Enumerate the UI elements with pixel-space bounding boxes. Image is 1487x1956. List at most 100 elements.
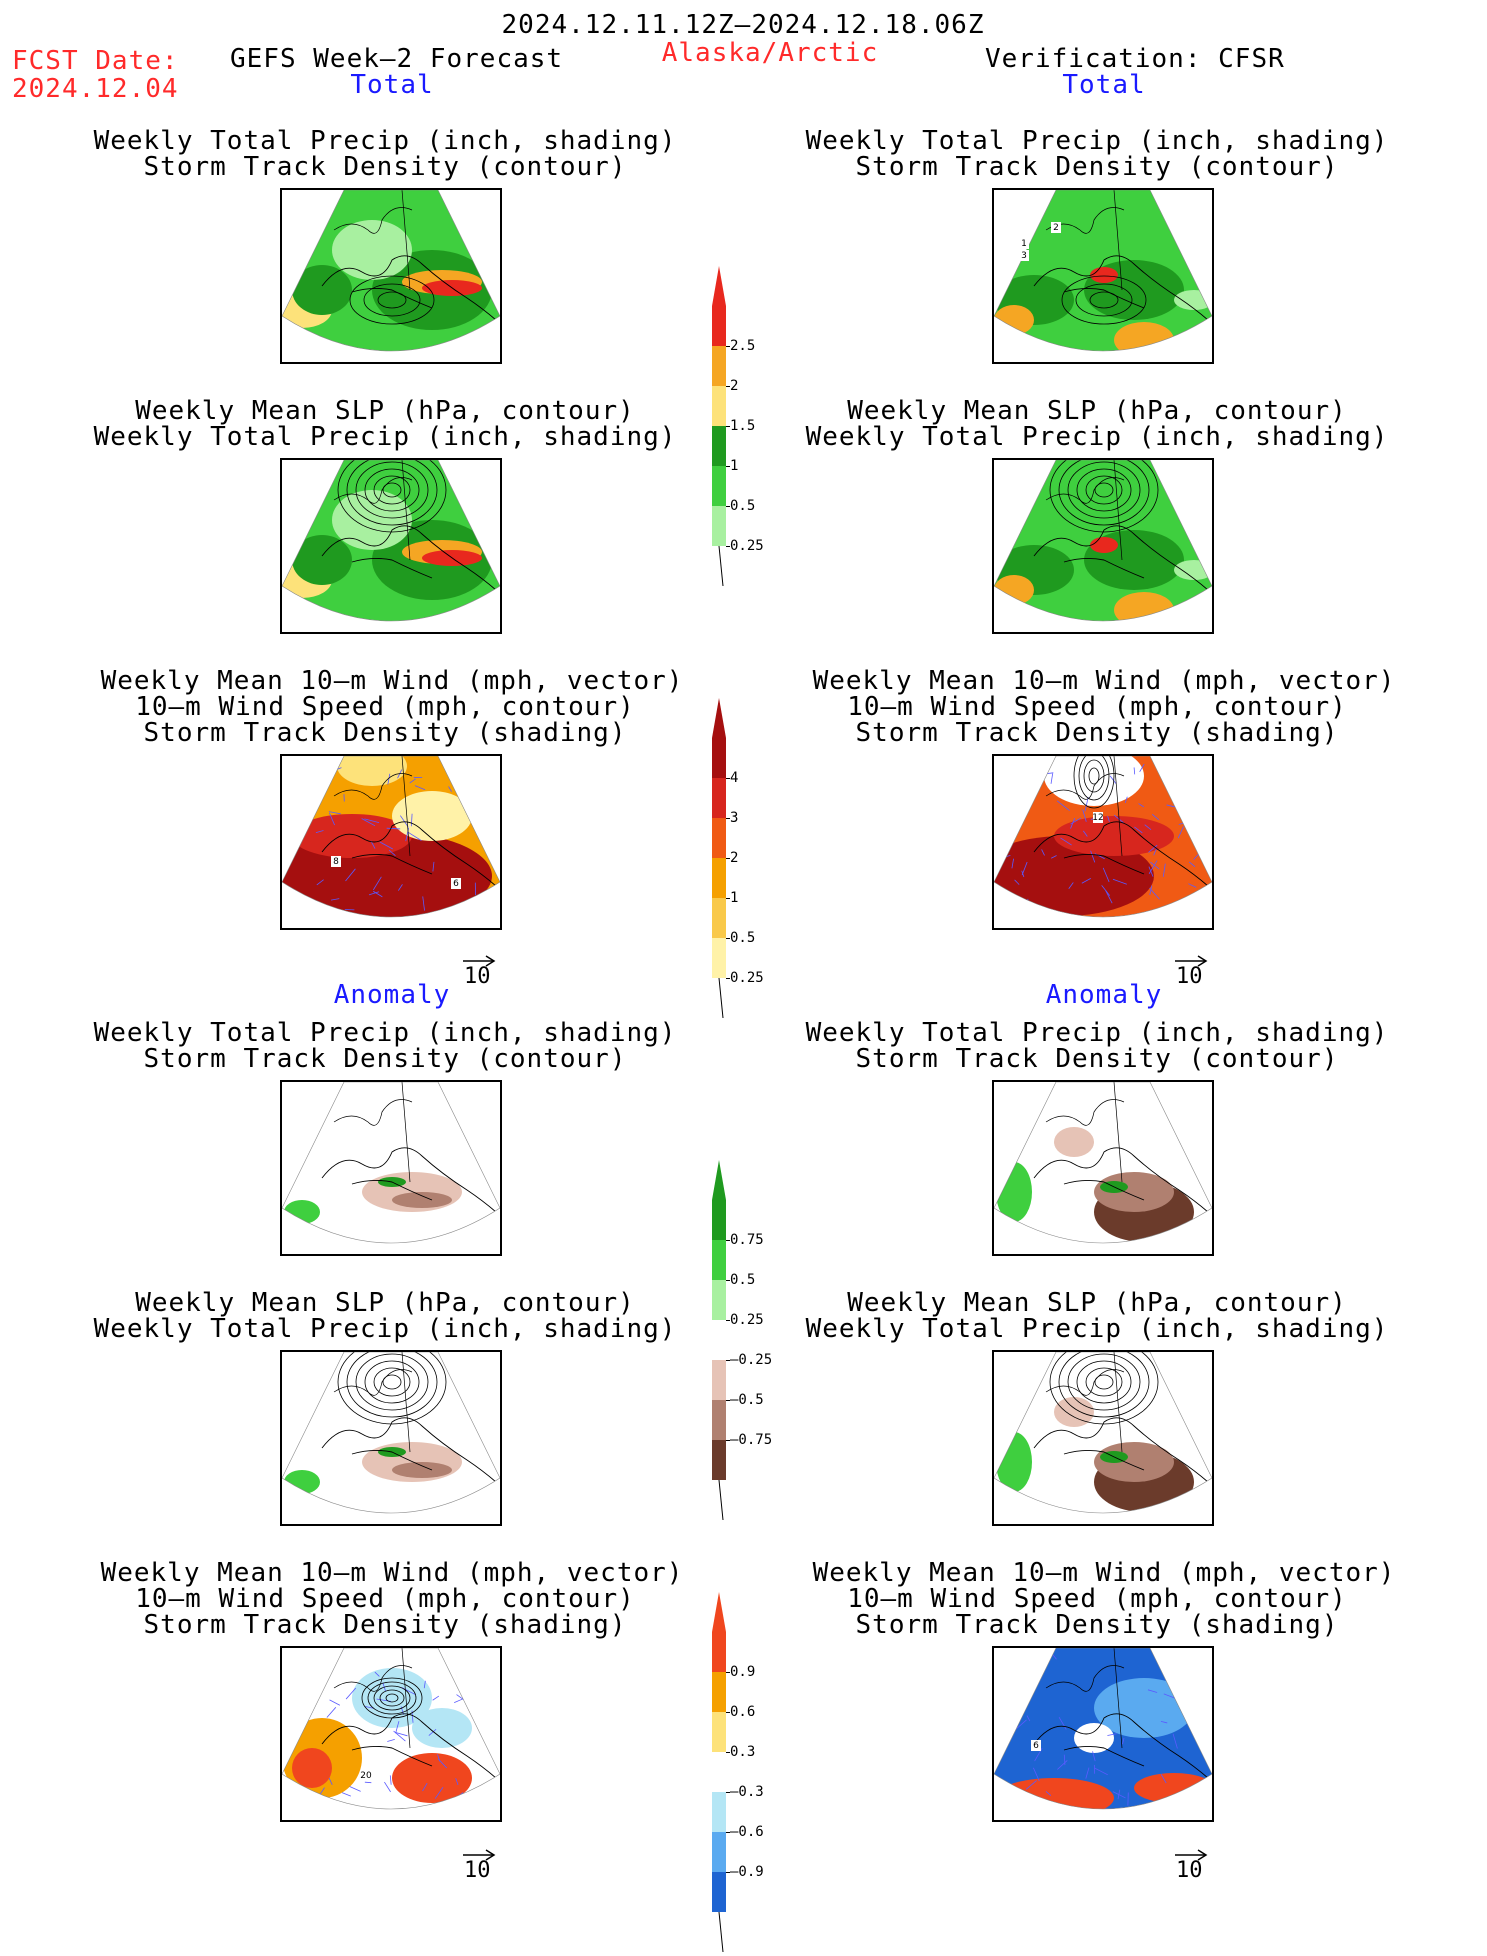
vector-reference-label: 10 <box>1176 1860 1203 1882</box>
panel-title-line: Storm Track Density (shading) <box>144 720 627 746</box>
colorbar-swatch <box>712 1360 726 1400</box>
contour-label: 6 <box>1033 1741 1039 1751</box>
panel-title-line: 10–m Wind Speed (mph, contour) <box>135 694 635 720</box>
colorbar-swatch <box>712 386 726 426</box>
colorbar-graphic <box>712 1160 792 1520</box>
colorbar-tick-label: 0.75 <box>730 1233 764 1247</box>
map-graphic <box>994 460 1212 632</box>
contour-label: 2 <box>1053 223 1059 233</box>
colorbar-tick-label: –0.5 <box>730 1393 764 1407</box>
colorbar-tick-label: 1.5 <box>730 419 755 433</box>
map-graphic <box>282 1082 500 1254</box>
panel-title-line: Storm Track Density (contour) <box>856 154 1339 180</box>
colorbar-swatch <box>712 1440 726 1480</box>
colorbar-tick-label: 1 <box>730 891 738 905</box>
contour-label: 6 <box>453 879 459 889</box>
map-graphic <box>282 190 500 362</box>
panel-title-line: Weekly Mean 10–m Wind (mph, vector) <box>101 668 684 694</box>
panel-title-line: Storm Track Density (contour) <box>144 1046 627 1072</box>
colorbar-tick-label: 2 <box>730 851 738 865</box>
panel-title-line: Weekly Total Precip (inch, shading) <box>806 424 1389 450</box>
panel-title-line: 10–m Wind Speed (mph, contour) <box>847 1586 1347 1612</box>
colorbar-swatch <box>712 1200 726 1240</box>
colorbar-tick-label: 0.5 <box>730 1273 755 1287</box>
map-graphic: 20 <box>282 1648 500 1820</box>
panel-title-line: Storm Track Density (shading) <box>144 1612 627 1638</box>
panel-title-line: Storm Track Density (shading) <box>856 1612 1339 1638</box>
colorbar-tick-label: –0.75 <box>730 1433 772 1447</box>
map-obs-wind-storm: 12 <box>992 754 1214 930</box>
colorbar-swatch <box>712 1632 726 1672</box>
contour-label: 1 <box>1021 239 1027 249</box>
colorbar-graphic <box>712 1592 792 1952</box>
colorbar-swatch <box>712 1280 726 1320</box>
colorbar-tick-label: 3 <box>730 811 738 825</box>
panel-title-line: Weekly Total Precip (inch, shading) <box>806 128 1389 154</box>
panel-title-line: 10–m Wind Speed (mph, contour) <box>135 1586 635 1612</box>
panel-title-line: Storm Track Density (shading) <box>856 720 1339 746</box>
colorbar-tick-label: 1 <box>730 459 738 473</box>
colorbar-swatch <box>712 426 726 466</box>
colorbar-tick-label: 0.5 <box>730 499 755 513</box>
colorbar-tick-label: 2.5 <box>730 339 755 353</box>
colorbar-swatch <box>712 898 726 938</box>
map-obs-precip-anom <box>992 1080 1214 1256</box>
colorbar-swatch <box>712 1672 726 1712</box>
colorbar-swatch <box>712 778 726 818</box>
map-obs-slp-precip-anom <box>992 1350 1214 1526</box>
colorbar-swatch <box>712 346 726 386</box>
colorbar-swatch <box>712 738 726 778</box>
colorbar-tick-label: 2 <box>730 379 738 393</box>
colorbar-precip-total: 2.5 2 1.5 1 0.5 0.25 <box>712 266 792 590</box>
panel-title-line: Weekly Total Precip (inch, shading) <box>94 424 677 450</box>
panel-title-line: Weekly Mean 10–m Wind (mph, vector) <box>813 668 1396 694</box>
map-graphic: 12 <box>994 756 1212 928</box>
colorbar-swatch <box>712 1400 726 1440</box>
map-graphic <box>282 1352 500 1524</box>
colorbar-swatch <box>712 1872 726 1912</box>
map-fcst-slp-precip-anom <box>280 1350 502 1526</box>
panel-title-line: Weekly Mean 10–m Wind (mph, vector) <box>813 1560 1396 1586</box>
map-fcst-precip-storm <box>280 188 502 364</box>
section-anomaly-left: Anomaly <box>334 982 451 1008</box>
colorbar-swatch <box>712 1832 726 1872</box>
colorbar-swatch <box>712 506 726 546</box>
panel-title-line: Weekly Mean SLP (hPa, contour) <box>135 1290 635 1316</box>
vector-reference-label: 10 <box>464 966 491 988</box>
colorbar-swatch <box>712 1712 726 1752</box>
colorbar-tick-label: –0.25 <box>730 1353 772 1367</box>
colorbar-tick-label: 0.3 <box>730 1745 755 1759</box>
vector-reference-label: 10 <box>1176 966 1203 988</box>
panel-title-line: 10–m Wind Speed (mph, contour) <box>847 694 1347 720</box>
map-graphic: 1 2 3 <box>994 190 1212 362</box>
colorbar-tick-label: –0.9 <box>730 1865 764 1879</box>
colorbar-swatch <box>712 1240 726 1280</box>
map-graphic <box>994 1082 1212 1254</box>
colorbar-tick-label: 0.25 <box>730 971 764 985</box>
contour-label: 3 <box>1021 251 1027 261</box>
map-fcst-wind-storm-anom: 20 <box>280 1646 502 1822</box>
colorbar-swatch <box>712 1792 726 1832</box>
map-obs-precip-storm: 1 2 3 <box>992 188 1214 364</box>
verification-title: Verification: CFSR <box>985 46 1285 72</box>
map-graphic: 6 <box>994 1648 1212 1820</box>
colorbar-tick-label: –0.3 <box>730 1785 764 1799</box>
colorbar-tick-label: 0.25 <box>730 539 764 553</box>
fcst-date-value: 2024.12.04 <box>12 76 179 102</box>
colorbar-swatch <box>712 938 726 978</box>
panel-title-line: Weekly Total Precip (inch, shading) <box>94 128 677 154</box>
colorbar-tick-label: 0.5 <box>730 931 755 945</box>
colorbar-tick-label: –0.6 <box>730 1825 764 1839</box>
map-graphic: 86 <box>282 756 500 928</box>
colorbar-swatch <box>712 1752 726 1792</box>
colorbar-swatch <box>712 1320 726 1360</box>
section-anomaly-right: Anomaly <box>1046 982 1163 1008</box>
map-fcst-slp-precip <box>280 458 502 634</box>
panel-title-line: Weekly Total Precip (inch, shading) <box>806 1020 1389 1046</box>
panel-title-line: Storm Track Density (contour) <box>856 1046 1339 1072</box>
date-range-title: 2024.12.11.12Z–2024.12.18.06Z <box>502 12 985 38</box>
